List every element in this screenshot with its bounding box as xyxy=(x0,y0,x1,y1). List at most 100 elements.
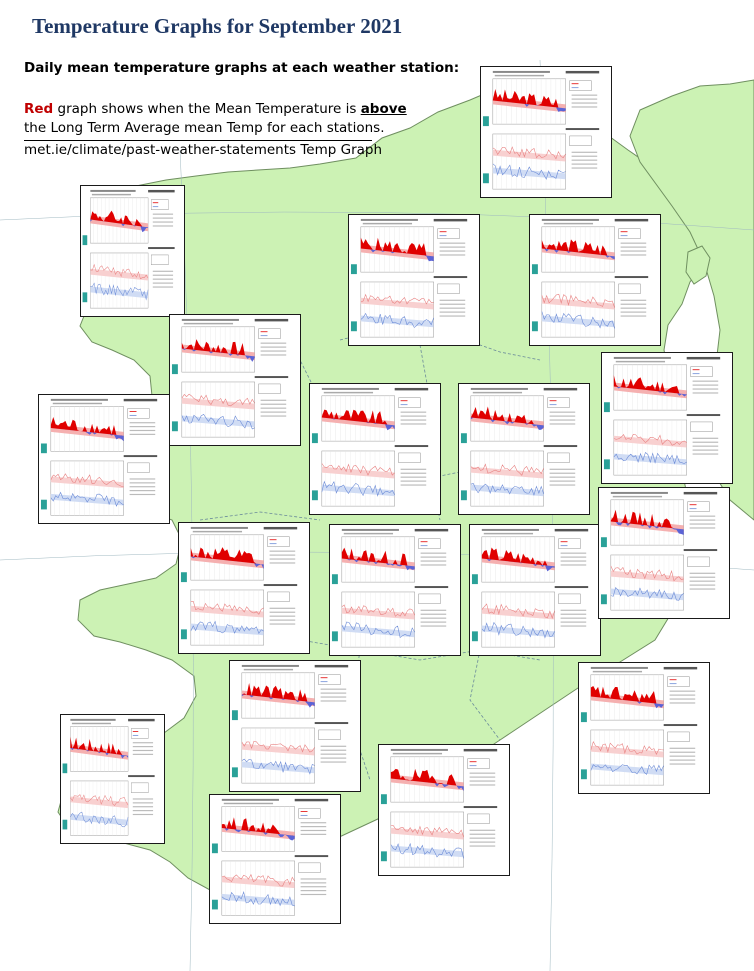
legend-box xyxy=(298,862,321,873)
station-graph-panel xyxy=(38,394,170,524)
above-average-area xyxy=(610,509,684,530)
graph-header-line xyxy=(492,70,550,73)
legend-box xyxy=(667,676,690,687)
legend-box xyxy=(298,808,321,819)
station-logo xyxy=(82,235,88,246)
max-band xyxy=(360,297,434,310)
max-band xyxy=(541,297,615,310)
station-logo xyxy=(40,443,47,454)
station-logo xyxy=(211,899,218,910)
stats-text-line xyxy=(300,890,327,892)
station-graph-panel xyxy=(348,214,480,346)
station-logo xyxy=(180,572,187,583)
above-average-area xyxy=(481,547,555,567)
lower-chart-frame xyxy=(321,450,395,507)
lower-chart-frame xyxy=(70,780,129,836)
stats-text-line xyxy=(692,388,719,390)
stats-text-line xyxy=(620,299,647,301)
min-band xyxy=(590,763,664,776)
lower-chart-frame xyxy=(610,554,684,611)
min-temp-line xyxy=(470,483,544,497)
stats-text-line xyxy=(132,798,154,800)
ltm-band xyxy=(221,824,295,840)
station-logo xyxy=(580,712,587,723)
legend-box xyxy=(558,538,581,549)
explanation-line3: met.ie/climate/past-weather-statements T… xyxy=(24,142,383,158)
stats-text-line xyxy=(469,845,496,847)
graph-station-label xyxy=(148,189,175,193)
graph-header-line xyxy=(190,526,248,529)
station-graph-panel xyxy=(178,522,310,654)
graph-station-label xyxy=(565,70,600,74)
stats-text-line xyxy=(692,441,719,443)
stats-text-line xyxy=(689,572,716,574)
stats-text-line xyxy=(689,588,716,590)
stats-text-line xyxy=(689,580,716,582)
stats-text-line xyxy=(260,354,287,356)
stats-text-line xyxy=(571,155,598,157)
min-temp-line xyxy=(390,842,464,859)
stats-text-line xyxy=(420,564,447,566)
graph-header-line xyxy=(615,360,666,363)
station-logo xyxy=(350,264,357,275)
graph-station-label xyxy=(663,724,698,727)
stats-text-line xyxy=(400,419,427,421)
station-logo xyxy=(600,594,607,605)
graph-station-label xyxy=(394,445,429,448)
stats-text-line xyxy=(320,696,347,698)
stats-text-line xyxy=(269,554,296,556)
stats-text-line xyxy=(439,250,466,252)
below-average-area xyxy=(613,386,687,397)
station-graph-panel xyxy=(469,524,601,656)
stats-text-line xyxy=(469,784,496,786)
min-band xyxy=(613,453,687,466)
stats-text-line xyxy=(300,826,327,828)
lower-chart-frame xyxy=(341,591,415,648)
station-logo xyxy=(62,819,68,830)
stats-text-line xyxy=(132,742,154,744)
lower-chart-frame xyxy=(360,281,434,338)
above-average-area xyxy=(190,547,264,565)
legend-box xyxy=(398,397,421,408)
stats-text-line xyxy=(692,380,719,382)
stats-text-line xyxy=(571,94,598,96)
stats-text-line xyxy=(669,747,696,749)
station-logo xyxy=(231,710,238,721)
graph-header-line xyxy=(321,387,379,390)
stats-text-line xyxy=(400,472,427,474)
station-graph xyxy=(180,526,298,646)
graph-header-line xyxy=(192,530,243,533)
legend-box xyxy=(690,366,713,377)
stats-text-line xyxy=(132,802,154,804)
station-graph-panel xyxy=(480,66,612,198)
max-band xyxy=(181,397,255,410)
stats-text-line xyxy=(439,299,466,301)
graph-station-label xyxy=(554,528,589,532)
above-average-area xyxy=(221,817,295,836)
graph-station-label xyxy=(128,775,155,778)
graph-header-line xyxy=(541,218,599,221)
below-average-area xyxy=(470,417,544,430)
stats-text-line xyxy=(260,403,287,405)
max-temp-line xyxy=(190,600,264,615)
stats-text-line xyxy=(571,102,598,104)
stats-text-line xyxy=(400,484,427,486)
min-temp-line xyxy=(190,620,264,635)
min-temp-line xyxy=(221,891,295,907)
stats-text-line xyxy=(560,621,587,623)
ltm-band xyxy=(610,517,684,534)
stats-text-line xyxy=(420,613,447,615)
below-average-area xyxy=(341,558,415,571)
graph-station-label xyxy=(148,247,175,250)
stats-text-line xyxy=(549,472,576,474)
graph-station-label xyxy=(686,356,721,360)
station-graph xyxy=(471,528,589,648)
stats-text-line xyxy=(400,411,427,413)
min-temp-line xyxy=(90,282,149,301)
stats-text-line xyxy=(560,613,587,615)
stats-text-line xyxy=(420,609,447,611)
stats-text-line xyxy=(549,419,576,421)
graph-station-label xyxy=(463,806,498,809)
stats-text-line xyxy=(560,617,587,619)
stats-text-line xyxy=(669,694,696,696)
